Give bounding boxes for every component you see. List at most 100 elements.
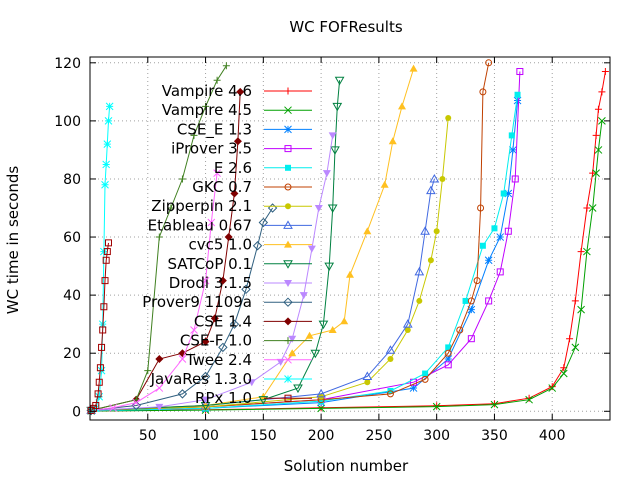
data-point: [95, 378, 103, 386]
data-point: [190, 326, 198, 334]
data-point: [346, 270, 354, 278]
data-point: [504, 227, 512, 235]
data-point: [432, 402, 441, 411]
data-point: [525, 395, 533, 404]
data-point: [102, 256, 110, 264]
data-point: [479, 242, 486, 249]
data-point: [99, 326, 107, 334]
data-point: [109, 403, 117, 412]
data-point: [103, 140, 112, 148]
data-point: [155, 233, 163, 241]
legend-item: Vampire 4.6: [162, 82, 312, 100]
grid-lines: [90, 57, 610, 420]
data-point: [213, 169, 221, 178]
data-point: [200, 371, 211, 382]
legend-label: E 2.6: [214, 159, 252, 177]
data-point: [222, 62, 230, 70]
data-point: [283, 260, 293, 269]
series-e-2-6: [88, 91, 521, 414]
data-point: [247, 379, 256, 387]
data-point: [201, 337, 210, 346]
legend-item: Prover9 1109a: [142, 293, 312, 311]
series-line: [91, 65, 227, 411]
data-point: [583, 204, 591, 212]
data-point: [380, 180, 389, 188]
data-point: [444, 349, 452, 357]
data-point: [445, 344, 452, 351]
legend-label: CSE-F 1.0: [180, 332, 252, 350]
data-point: [362, 371, 373, 380]
data-point: [201, 396, 210, 404]
legend-item: SATCoP 0.1: [168, 255, 312, 273]
legend-label: GKC 0.7: [192, 178, 252, 196]
data-point: [386, 390, 394, 398]
data-point: [601, 68, 609, 76]
data-point: [305, 331, 314, 339]
x-tick-label: 250: [366, 428, 393, 444]
data-point: [144, 367, 152, 375]
series-line: [91, 71, 606, 412]
data-point: [241, 284, 251, 295]
data-point: [284, 145, 292, 153]
data-point: [101, 277, 109, 285]
series-cvc5-1-0: [87, 64, 418, 414]
data-point: [299, 292, 308, 300]
data-point: [324, 262, 335, 272]
data-point: [467, 297, 475, 305]
data-point: [456, 326, 464, 334]
data-point: [155, 355, 164, 364]
y-axis-label: WC time in seconds: [4, 166, 22, 315]
data-point: [283, 220, 293, 229]
x-tick-label: 200: [308, 428, 335, 444]
data-point: [340, 317, 349, 325]
data-point: [104, 117, 113, 125]
data-point: [588, 204, 597, 212]
data-point: [307, 245, 316, 253]
y-tick-label: 0: [72, 404, 81, 420]
data-point: [477, 204, 485, 212]
data-point: [444, 361, 452, 369]
data-point: [318, 398, 325, 405]
data-point: [101, 180, 109, 189]
data-point: [233, 137, 242, 146]
data-point: [496, 233, 505, 241]
data-point: [594, 146, 603, 154]
series-rpx-1-0: [87, 239, 112, 414]
data-point: [429, 173, 440, 183]
series-line: [91, 100, 519, 412]
x-tick-label: 100: [192, 428, 219, 444]
data-point: [388, 137, 397, 145]
data-point: [444, 355, 453, 363]
data-point: [571, 297, 579, 305]
series-vampire-4-6: [87, 68, 609, 415]
legend-label: JavaRes 1.3.0: [150, 370, 252, 388]
data-point: [283, 297, 293, 307]
data-point: [445, 114, 452, 121]
data-point: [190, 131, 198, 139]
data-point: [421, 375, 429, 383]
legend-item: Vampire 4.5: [162, 101, 312, 119]
data-point: [404, 326, 411, 333]
series-line: [91, 94, 519, 412]
data-point: [485, 297, 493, 305]
data-point: [402, 319, 413, 328]
data-point: [479, 88, 487, 96]
data-point: [276, 358, 285, 366]
data-point: [258, 396, 269, 405]
data-point: [102, 160, 111, 169]
legend-label: Prover9 1109a: [142, 293, 252, 311]
data-point: [559, 369, 568, 378]
data-point: [473, 277, 481, 285]
data-point: [105, 102, 114, 111]
data-point: [317, 404, 325, 413]
data-point: [328, 132, 337, 140]
data-point: [598, 117, 606, 125]
data-point: [178, 355, 187, 363]
data-point: [236, 87, 245, 96]
data-point: [98, 343, 106, 351]
legend-item: GKC 0.7: [192, 178, 312, 196]
data-point: [514, 91, 521, 98]
series-etableau-0-67: [86, 173, 440, 414]
legend-item: Twee 2.4: [185, 351, 312, 369]
series-prover9-1109a: [86, 203, 278, 416]
